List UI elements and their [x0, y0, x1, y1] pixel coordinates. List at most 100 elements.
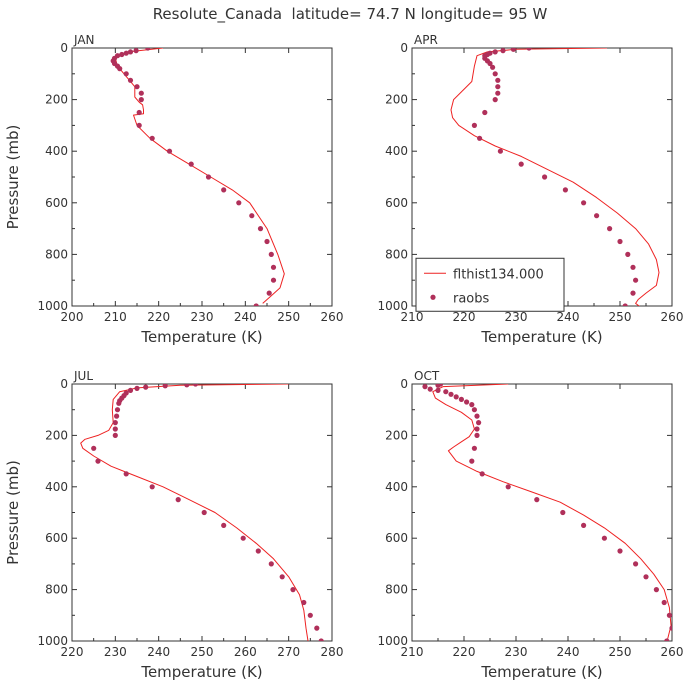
- x-axis-label: Temperature (K): [140, 663, 262, 681]
- x-tick-label: 220: [147, 310, 170, 324]
- raobs-point: [138, 90, 144, 96]
- raobs-point: [474, 426, 480, 432]
- raobs-point: [114, 407, 121, 413]
- y-tick-label: 400: [385, 480, 408, 494]
- panel-jan: 200 210 220 230 240 250 260 0 200 400 600 800 1000 Te…: [4, 33, 343, 346]
- raobs-point: [123, 471, 129, 477]
- raobs-point: [622, 303, 628, 306]
- raobs-point: [542, 174, 548, 180]
- legend-obs-label: raobs: [453, 291, 490, 306]
- panel-label: OCT: [414, 369, 440, 383]
- raobs-point: [471, 122, 477, 128]
- raobs-point: [201, 509, 207, 516]
- raobs-point: [166, 148, 173, 154]
- model-profile-line: [450, 48, 660, 306]
- raobs-point: [249, 213, 255, 219]
- x-axis-label: Temperature (K): [480, 328, 602, 346]
- raobs-point: [205, 174, 212, 180]
- raobs-point: [469, 402, 475, 408]
- raobs-point: [643, 574, 649, 580]
- raobs-point: [91, 445, 97, 451]
- raobs-point: [175, 497, 181, 503]
- x-tick-label: 220: [61, 645, 84, 659]
- raobs-point: [149, 135, 155, 141]
- raobs-point: [479, 471, 485, 477]
- raobs-point: [653, 587, 660, 593]
- raobs-point: [95, 458, 101, 464]
- y-tick-label: 400: [45, 480, 68, 494]
- raobs-point: [630, 264, 636, 270]
- raobs-point: [136, 122, 142, 128]
- raobs-point: [268, 561, 274, 567]
- x-tick-label: 230: [505, 645, 528, 659]
- raobs-point: [318, 638, 324, 641]
- panel-label: APR: [414, 33, 438, 47]
- raobs-point: [487, 60, 493, 67]
- raobs-point: [476, 420, 482, 426]
- raobs-point: [581, 200, 587, 206]
- plot-frame: [71, 47, 333, 307]
- legend: flthist134.000 raobs: [415, 257, 565, 312]
- raobs-point: [143, 384, 149, 390]
- y-tick-label: 800: [45, 247, 68, 261]
- raobs-point: [255, 548, 261, 554]
- x-tick-label: 230: [505, 310, 528, 324]
- y-tick-label: 1000: [37, 299, 68, 313]
- raobs-point: [630, 290, 636, 296]
- raobs-point: [264, 238, 270, 245]
- raobs-point: [134, 84, 140, 90]
- y-tick-label: 0: [400, 377, 408, 391]
- raobs-point: [594, 213, 600, 219]
- raobs-point: [240, 535, 246, 541]
- x-tick-label: 220: [453, 310, 476, 324]
- raobs-point: [562, 187, 569, 193]
- raobs-point: [669, 625, 672, 631]
- raobs-point: [492, 97, 498, 103]
- x-tick-label: 250: [191, 645, 214, 659]
- raobs-point: [270, 264, 277, 270]
- x-tick-label: 210: [104, 310, 127, 324]
- raobs-point: [119, 51, 125, 58]
- x-tick-label: 200: [61, 310, 84, 324]
- raobs-point: [301, 599, 307, 606]
- x-tick-label: 230: [191, 310, 214, 324]
- raobs-point: [117, 66, 123, 72]
- y-tick-label: 1000: [377, 299, 408, 313]
- raobs-point: [257, 226, 264, 232]
- x-tick-label: 230: [104, 645, 127, 659]
- x-tick-label: 210: [401, 310, 424, 324]
- raobs-point: [133, 48, 139, 54]
- raobs-point: [270, 277, 277, 283]
- raobs-point: [607, 226, 613, 232]
- raobs-point: [307, 612, 313, 618]
- raobs-point: [188, 161, 194, 167]
- x-axis-label: Temperature (K): [480, 663, 602, 681]
- raobs-point: [601, 535, 608, 541]
- x-tick-label: 280: [321, 645, 344, 659]
- raobs-point: [290, 587, 296, 593]
- raobs-point: [495, 90, 501, 96]
- raobs-point: [448, 391, 454, 397]
- raobs-point: [505, 484, 511, 490]
- raobs-point: [633, 277, 639, 283]
- raobs-point: [427, 386, 433, 392]
- x-tick-label: 220: [453, 645, 476, 659]
- model-profile-line: [114, 48, 285, 304]
- x-tick-label: 260: [321, 310, 344, 324]
- raobs-point: [474, 432, 480, 438]
- raobs-point: [492, 71, 498, 77]
- raobs-point: [482, 109, 488, 116]
- raobs-point: [123, 50, 129, 56]
- raobs-point: [136, 109, 142, 116]
- raobs-point: [495, 77, 501, 83]
- raobs-point: [268, 251, 274, 257]
- y-tick-label: 600: [45, 196, 68, 210]
- raobs-point: [666, 612, 672, 618]
- raobs-point: [560, 509, 566, 516]
- plot-frame: [411, 383, 673, 642]
- raobs-point: [134, 385, 140, 391]
- y-tick-label: 0: [60, 377, 68, 391]
- raobs-point: [112, 426, 118, 432]
- y-tick-label: 0: [400, 41, 408, 55]
- raobs-point: [314, 625, 320, 631]
